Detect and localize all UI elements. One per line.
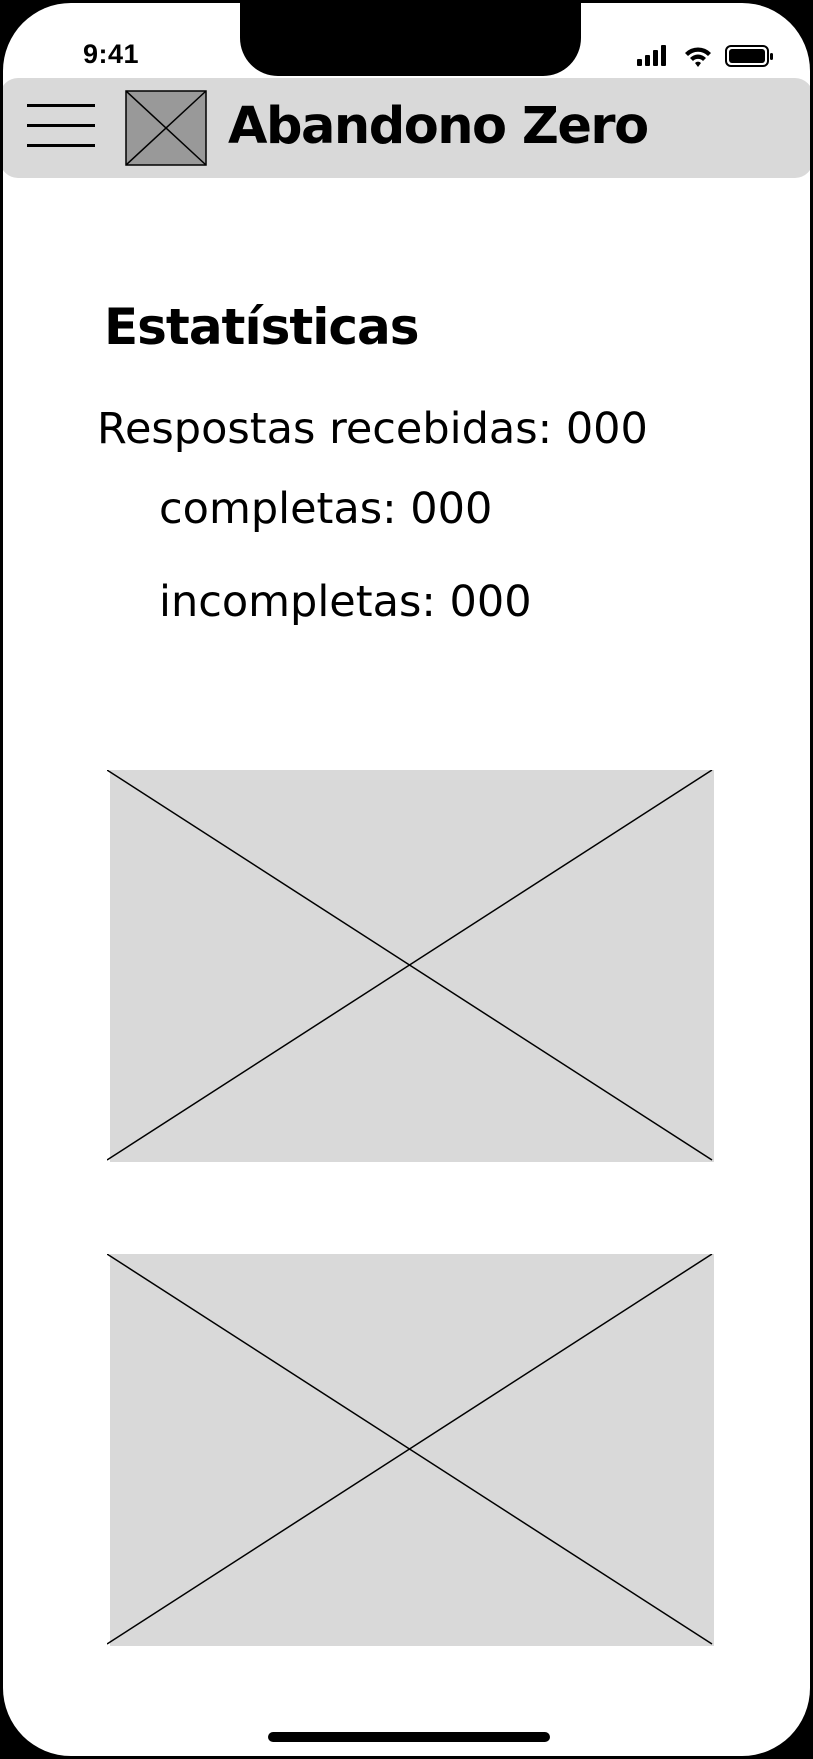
screen: 9:41 bbox=[3, 3, 810, 1756]
signal-icon bbox=[637, 45, 666, 66]
device-notch bbox=[240, 3, 581, 76]
hamburger-menu-icon[interactable] bbox=[27, 104, 97, 150]
app-header: Abandono Zero bbox=[3, 78, 810, 178]
responses-incomplete: incompletas: 000 bbox=[159, 577, 532, 627]
logo-placeholder-icon bbox=[125, 90, 207, 166]
image-placeholder bbox=[107, 1254, 714, 1646]
image-placeholder bbox=[107, 770, 714, 1162]
app-title: Abandono Zero bbox=[228, 97, 649, 156]
home-indicator[interactable] bbox=[268, 1732, 550, 1742]
responses-complete: completas: 000 bbox=[159, 484, 493, 534]
battery-icon bbox=[725, 45, 773, 67]
status-time: 9:41 bbox=[83, 39, 140, 69]
wifi-icon bbox=[685, 47, 711, 67]
stats-heading: Estatísticas bbox=[104, 298, 420, 356]
status-icons bbox=[637, 45, 773, 67]
responses-total: Respostas recebidas: 000 bbox=[97, 404, 648, 454]
